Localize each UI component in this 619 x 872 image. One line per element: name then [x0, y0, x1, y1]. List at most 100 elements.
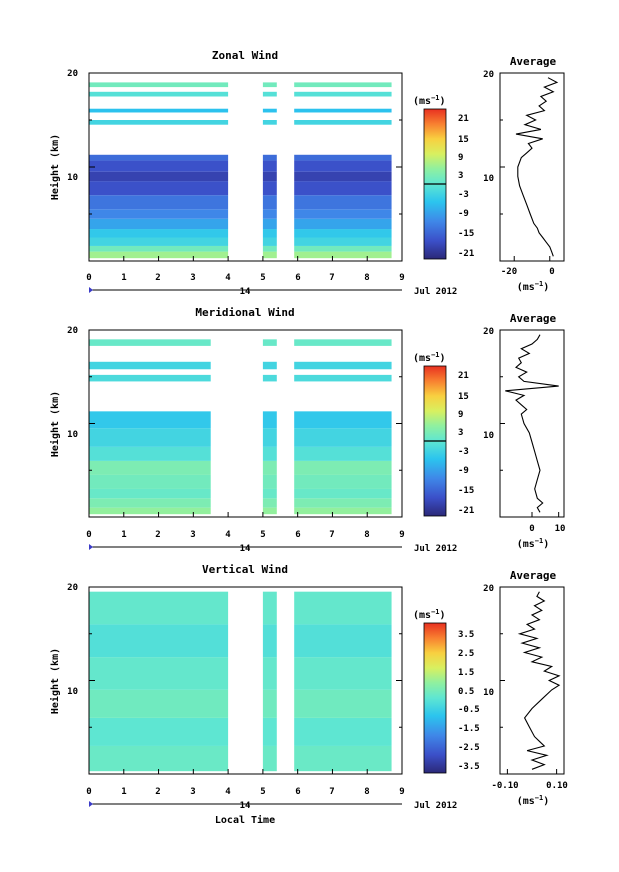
y-tick-label: 20: [67, 583, 78, 593]
y-axis-title: Height (km): [49, 134, 61, 200]
avg-y-tick-label: 10: [483, 174, 494, 184]
heatmap-cell: [262, 745, 277, 772]
heatmap-cell: [262, 460, 277, 475]
x-tick-label: 3: [190, 787, 195, 797]
heatmap-cell: [294, 498, 392, 508]
heatmap-cell: [89, 229, 229, 238]
average-frame: [499, 586, 565, 775]
heatmap-cell: [89, 374, 211, 382]
heatmap-cell: [89, 120, 229, 125]
colorbar-unit-label: (ms−1): [413, 608, 446, 621]
x-tick-label: 9: [399, 273, 404, 283]
colorbar-tick-label: -0.5: [458, 705, 480, 715]
x-tick-label: 6: [295, 530, 300, 540]
y-axis-title: Height (km): [49, 648, 61, 714]
heatmap-cell: [89, 361, 211, 370]
x-tick-label: 4: [225, 530, 231, 540]
heatmap-cell: [89, 209, 229, 219]
avg-y-tick-label: 10: [483, 688, 494, 698]
heatmap-cell: [89, 446, 211, 461]
heatmap-cell: [262, 689, 277, 718]
x-axis-title: Local Time: [215, 814, 275, 826]
x-tick-labels: 0 1 2 3 4 5 6 7 8 9: [86, 273, 404, 283]
colorbar-tick-labels: 3.5 2.5 1.5 0.5 -0.5 -1.5 -2.5 -3.5: [458, 630, 480, 772]
heatmap-cell: [294, 229, 392, 238]
heatmap-cell: [294, 507, 392, 515]
x-tick-label: 4: [225, 787, 231, 797]
heatmap-cell: [262, 717, 277, 746]
average-title: Average: [510, 312, 557, 325]
heatmap-cell: [294, 181, 392, 196]
heatmap-plot: [88, 586, 403, 775]
x-tick-label: 4: [225, 273, 231, 283]
colorbar-tick-label: -1.5: [458, 724, 480, 734]
avg-x-unit-label: (ms−1): [517, 280, 550, 293]
heatmap-cell: [262, 181, 277, 196]
date-axis-marker-icon: [89, 544, 93, 550]
day-label: 14: [240, 801, 251, 811]
heatmap-cell: [262, 195, 277, 210]
heatmap-cell: [89, 498, 211, 508]
avg-y-tick-label: 20: [483, 584, 494, 594]
avg-x-tick-label: 0: [529, 524, 534, 534]
x-tick-labels: 0 1 2 3 4 5 6 7 8 9: [86, 530, 404, 540]
x-tick-label: 7: [329, 273, 334, 283]
heatmap-cell: [294, 195, 392, 210]
x-tick-label: 1: [121, 787, 126, 797]
colorbar-tick-label: -3: [458, 190, 469, 200]
heatmap-cell: [294, 460, 392, 475]
x-tick-label: 1: [121, 273, 126, 283]
average-profile-line: [505, 334, 559, 513]
heatmap-cell: [294, 82, 392, 88]
heatmap-cell: [294, 745, 392, 772]
panel-title: Zonal Wind: [212, 49, 278, 62]
heatmap-cell: [294, 488, 392, 499]
heatmap-cell: [262, 229, 277, 238]
avg-x-tick-label: -20: [501, 267, 517, 277]
day-label: 14: [240, 287, 251, 297]
colorbar-tick-label: 9: [458, 410, 463, 420]
heatmap-cell: [89, 218, 229, 230]
heatmap-cell: [89, 108, 229, 113]
y-tick-label: 10: [67, 173, 78, 183]
heatmap-cell: [262, 507, 277, 515]
heatmap-cell: [294, 689, 392, 718]
average-title: Average: [510, 55, 557, 68]
heatmap-cell: [262, 91, 277, 97]
heatmap-cell: [89, 339, 211, 346]
x-tick-label: 6: [295, 273, 300, 283]
colorbar-tick-label: 15: [458, 135, 469, 145]
x-tick-label: 7: [329, 530, 334, 540]
heatmap-cell: [294, 361, 392, 370]
panel-meridional-wind: Meridional Wind 0 1 2 3 4 5 6 7 8 9 10 2…: [49, 306, 565, 554]
heatmap-cell: [262, 154, 277, 161]
heatmap-cell: [294, 237, 392, 246]
heatmap-cell: [89, 195, 229, 210]
heatmap-cell: [294, 446, 392, 461]
x-tick-label: 7: [329, 787, 334, 797]
colorbar-tick-label: 2.5: [458, 649, 474, 659]
colorbar-tick-label: 9: [458, 153, 463, 163]
heatmap-cell: [294, 591, 392, 625]
heatmap-cell: [294, 108, 392, 113]
heatmap-cell: [89, 717, 229, 746]
heatmap-cell: [262, 498, 277, 508]
date-axis-marker-icon: [89, 801, 93, 807]
average-profile-line: [515, 77, 559, 257]
average-title: Average: [510, 569, 557, 582]
average-frame: [499, 72, 565, 262]
heatmap-cell: [89, 474, 211, 489]
x-tick-label: 2: [155, 273, 160, 283]
avg-x-unit-label: (ms−1): [517, 794, 550, 807]
heatmap-cell: [262, 237, 277, 246]
colorbar-tick-label: 3: [458, 171, 463, 181]
x-tick-label: 5: [260, 787, 265, 797]
avg-x-tick-label: 10: [555, 524, 566, 534]
heatmap-cell: [294, 154, 392, 161]
avg-x-tick-label: 0.10: [546, 781, 568, 791]
heatmap-cell: [89, 689, 229, 718]
average-profile-plot: [500, 72, 559, 262]
heatmap-cell: [262, 428, 277, 447]
x-tick-label: 6: [295, 787, 300, 797]
average-frame: [499, 329, 565, 518]
